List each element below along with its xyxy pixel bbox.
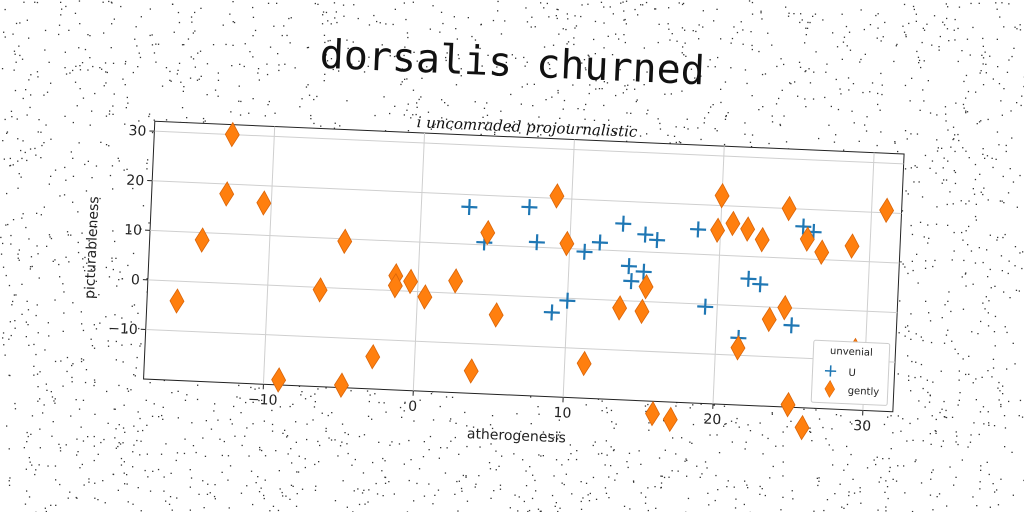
marker-diamond xyxy=(271,367,287,393)
x-tick-label: −10 xyxy=(248,392,278,409)
marker-diamond xyxy=(169,288,185,314)
marker-plus xyxy=(559,292,576,309)
marker-plus xyxy=(795,218,812,235)
marker-diamond xyxy=(448,268,464,294)
y-tick-label: 30 xyxy=(128,123,147,140)
plot-area xyxy=(143,120,905,413)
x-grid-line xyxy=(562,139,575,398)
marker-plus xyxy=(690,221,707,238)
marker-diamond xyxy=(488,302,504,328)
marker-diamond xyxy=(638,273,654,300)
marker-diamond xyxy=(549,183,565,209)
marker-plus xyxy=(521,199,538,216)
y-grid-line xyxy=(154,130,904,165)
marker-plus xyxy=(620,258,637,275)
x-grid-line xyxy=(262,126,276,385)
marker-plus xyxy=(635,263,652,280)
x-axis-ticks: −10 0 10 20 30 xyxy=(248,384,872,435)
marker-diamond xyxy=(754,226,770,253)
y-grid-line xyxy=(152,180,902,214)
marker-diamond xyxy=(781,195,797,222)
marker-plus xyxy=(637,226,654,243)
marker-diamond xyxy=(612,295,628,321)
marker-diamond xyxy=(224,121,240,148)
y-tick-label: −10 xyxy=(108,321,138,338)
x-grid-line xyxy=(412,133,426,391)
marker-diamond xyxy=(365,343,381,370)
x-tick-label: 10 xyxy=(553,405,572,422)
marker-diamond xyxy=(219,181,235,207)
marker-diamond xyxy=(312,277,328,303)
marker-plus xyxy=(543,304,560,321)
marker-diamond xyxy=(480,219,496,246)
marker-diamond xyxy=(761,306,777,333)
x-tick-label: 30 xyxy=(853,418,872,435)
y-tick-label: 20 xyxy=(126,173,145,190)
marker-plus xyxy=(649,231,666,249)
y-grid-line xyxy=(147,279,898,314)
grid xyxy=(145,126,904,411)
legend-title: unvenial xyxy=(830,346,873,359)
y-grid-line xyxy=(145,328,896,363)
legend-entry-label: U xyxy=(848,368,856,379)
marker-diamond xyxy=(725,210,741,237)
marker-plus xyxy=(623,273,640,290)
marker-diamond xyxy=(799,226,815,252)
y-grid-line xyxy=(150,229,900,264)
marker-diamond xyxy=(714,182,730,209)
marker-diamond xyxy=(194,227,210,253)
marker-plus xyxy=(528,234,545,251)
marker-diamond xyxy=(256,190,272,216)
marker-diamond xyxy=(879,197,895,224)
marker-diamond xyxy=(730,335,746,361)
marker-diamond xyxy=(634,298,650,325)
marker-diamond xyxy=(576,350,592,377)
x-axis-label: atherogenesis xyxy=(467,426,567,446)
marker-diamond xyxy=(662,406,678,433)
marker-diamond xyxy=(794,414,810,441)
marker-plus xyxy=(591,234,608,251)
marker-plus xyxy=(740,270,757,287)
marker-diamond xyxy=(814,239,830,265)
marker-diamond xyxy=(645,400,660,427)
y-tick-label: 0 xyxy=(131,272,141,288)
marker-diamond xyxy=(334,372,349,398)
marker-diamond xyxy=(844,233,860,259)
y-tick-label: 10 xyxy=(124,222,143,239)
y-axis-label: picturableness xyxy=(82,196,102,299)
y-axis-ticks: −10 0 10 20 30 xyxy=(108,123,155,338)
marker-diamond xyxy=(417,284,433,310)
marker-plus xyxy=(697,298,714,315)
marker-plus xyxy=(461,198,478,216)
marker-diamond xyxy=(463,358,479,384)
legend-marker xyxy=(824,365,837,377)
legend-marker xyxy=(824,380,835,398)
marker-diamond xyxy=(559,230,575,257)
x-tick-label: 20 xyxy=(703,411,722,428)
marker-diamond xyxy=(337,228,353,255)
marker-diamond xyxy=(777,294,793,321)
marker-plus xyxy=(615,215,632,232)
marker-diamond xyxy=(710,217,726,244)
marker-diamond xyxy=(740,216,756,242)
marker-diamond xyxy=(780,391,796,418)
data-marks xyxy=(169,121,895,441)
marker-diamond xyxy=(403,268,419,295)
marker-plus xyxy=(752,276,769,293)
x-tick-label: 0 xyxy=(408,399,418,415)
legend-entry-label: gently xyxy=(847,386,879,398)
marker-plus xyxy=(576,243,593,260)
marker-plus xyxy=(783,317,800,334)
marker-diamond xyxy=(387,272,403,299)
